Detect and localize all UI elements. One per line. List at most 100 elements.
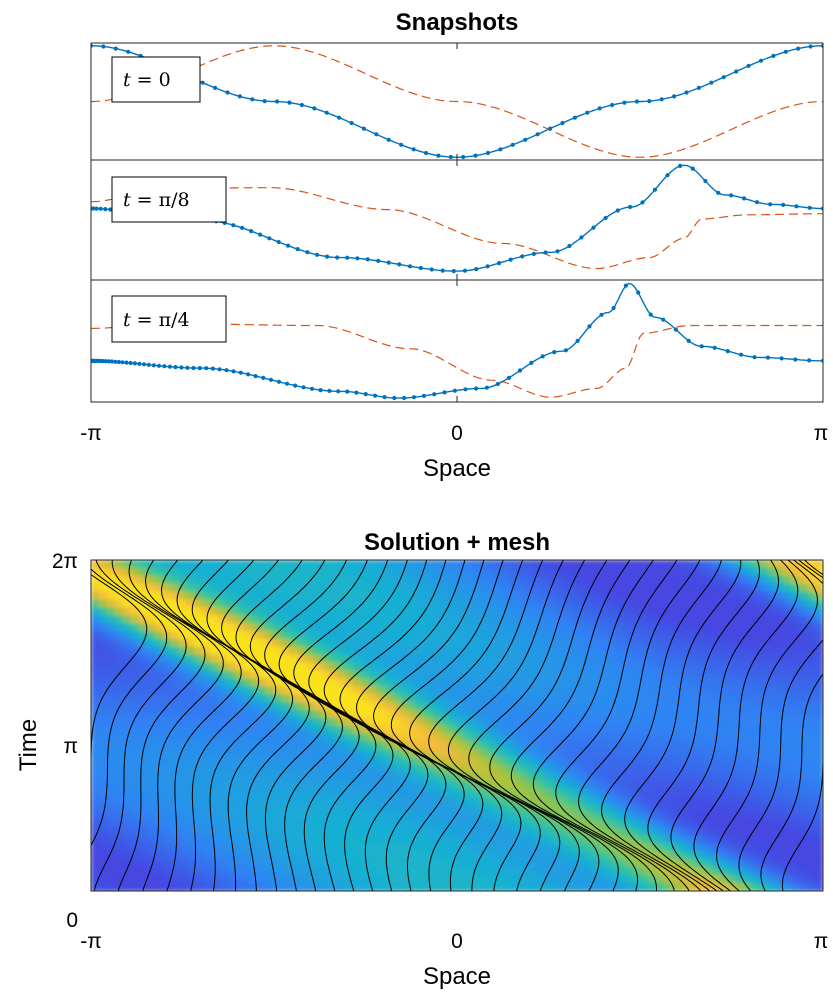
heatmap-cell [592, 804, 601, 813]
heatmap-cell [218, 851, 227, 861]
heatmap-cell [417, 827, 426, 837]
heatmap-cell [512, 717, 522, 727]
heatmap-cell [274, 741, 283, 750]
heatmap-cell [512, 591, 522, 600]
heatmap-cell [138, 780, 148, 790]
heatmap-cell [305, 583, 315, 593]
heatmap-cell [655, 591, 665, 600]
heatmap-cell [258, 796, 267, 805]
heatmap-cell [711, 859, 721, 868]
time-label-variable: t [123, 309, 131, 331]
heatmap-cell [552, 591, 562, 600]
heatmap-cell [186, 709, 196, 719]
solution-marker [599, 312, 604, 317]
heatmap-cell [616, 575, 625, 585]
heatmap-cell [552, 686, 562, 695]
heatmap-cell [464, 843, 474, 853]
heatmap-cell [449, 654, 458, 664]
heatmap-cell [162, 607, 172, 616]
heatmap-cell [767, 851, 776, 861]
heatmap-cell [544, 741, 554, 750]
heatmap-cell [600, 630, 609, 640]
heatmap-cell [186, 804, 196, 813]
heatmap-cell [202, 851, 211, 861]
heatmap-cell [560, 851, 569, 861]
heatmap-cell [743, 867, 752, 876]
heatmap-cell [218, 591, 227, 600]
heatmap-cell [544, 607, 554, 616]
heatmap-cell [401, 764, 410, 774]
heatmap-cell [274, 662, 283, 671]
heatmap-cell [138, 796, 148, 805]
heatmap-cell [791, 827, 800, 837]
solution-marker [179, 365, 184, 370]
heatmap-cell [369, 717, 379, 727]
heatmap-cell [162, 883, 172, 891]
heatmap-cell [385, 701, 394, 711]
heatmap-cell [584, 725, 593, 734]
heatmap-cell [775, 560, 784, 569]
heatmap-cell [289, 725, 299, 734]
heatmap-cell [186, 788, 196, 798]
heatmap-cell [154, 827, 164, 837]
heatmap-cell [647, 725, 657, 734]
heatmap-cell [305, 859, 315, 868]
heatmap-cell [226, 686, 235, 695]
heatmap-cell [663, 599, 673, 608]
heatmap-cell [608, 875, 617, 884]
heatmap-cell [449, 835, 458, 845]
heatmap-cell [202, 788, 211, 798]
mesh-line [716, 560, 818, 891]
heatmap-cell [226, 835, 235, 845]
heatmap-cell [791, 812, 800, 821]
heatmap-cell [488, 662, 498, 671]
heatmap-cell [154, 867, 164, 876]
heatmap-cell [488, 709, 498, 719]
heatmap-cell [313, 670, 323, 679]
heatmap-cell [457, 583, 466, 593]
heatmap-cell [266, 843, 275, 853]
heatmap-cell [600, 709, 609, 719]
heatmap-cell [409, 725, 418, 734]
heatmap-cell [281, 693, 291, 703]
heatmap-cell [441, 867, 450, 876]
heatmap-cell [584, 575, 593, 585]
heatmap-cell [472, 615, 482, 624]
heatmap-cell [433, 560, 442, 569]
heatmap-cell [449, 820, 458, 829]
heatmap-cell [576, 851, 585, 861]
heatmap-cell [671, 725, 681, 734]
heatmap-cell [130, 867, 140, 876]
heatmap-cell [313, 804, 323, 813]
heatmap-cell [297, 757, 307, 766]
heatmap-cell [632, 654, 641, 664]
heatmap-cell [369, 662, 379, 671]
heatmap-cell [735, 764, 745, 774]
heatmap-cell [655, 859, 665, 868]
heatmap-cell [480, 591, 490, 600]
heatmap-cell [568, 630, 577, 640]
heatmap-cell [767, 583, 776, 593]
heatmap-cell [775, 717, 784, 727]
heatmap-cell [178, 599, 188, 608]
heatmap-cell [297, 827, 307, 837]
heatmap-cell [297, 835, 307, 845]
heatmap-cell [178, 851, 188, 861]
heatmap-cell [178, 583, 188, 593]
heatmap-cell [234, 883, 243, 891]
heatmap-cell [624, 670, 633, 679]
mesh-line [760, 560, 823, 891]
heatmap-cell [218, 678, 227, 687]
heatmap-cell [624, 812, 633, 821]
heatmap-cell [799, 638, 808, 648]
solution-marker [237, 94, 242, 99]
heatmap-cell [775, 733, 784, 742]
heatmap-cell [783, 875, 792, 884]
heatmap-cell [560, 623, 569, 632]
solution-marker [418, 265, 423, 271]
heatmap-cell [727, 883, 737, 891]
heatmap-cell [799, 772, 808, 782]
heatmap-cell [632, 678, 641, 687]
heatmap-cell [242, 788, 251, 798]
heatmap-cell [751, 883, 760, 891]
